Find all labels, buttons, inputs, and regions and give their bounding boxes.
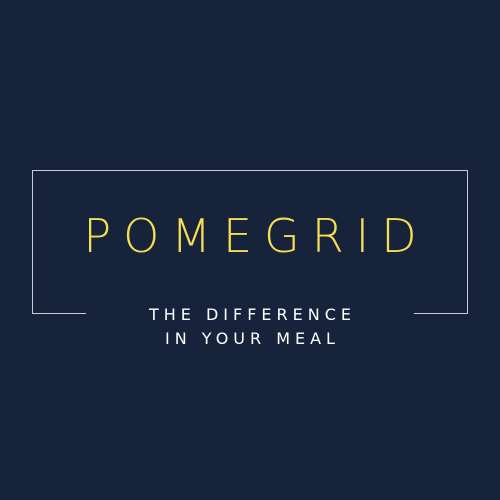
tagline-line-2: IN YOUR MEAL xyxy=(165,329,340,348)
frame-right-line xyxy=(467,170,468,314)
frame-bottom-left-line xyxy=(32,313,86,314)
brand-name: POMEGRID xyxy=(83,209,429,263)
tagline-line-1: THE DIFFERENCE xyxy=(148,305,357,324)
frame-top-line xyxy=(32,170,468,171)
frame-bottom-right-line xyxy=(414,313,468,314)
frame-left-line xyxy=(32,170,33,314)
tagline: THE DIFFERENCE IN YOUR MEAL xyxy=(86,303,414,351)
